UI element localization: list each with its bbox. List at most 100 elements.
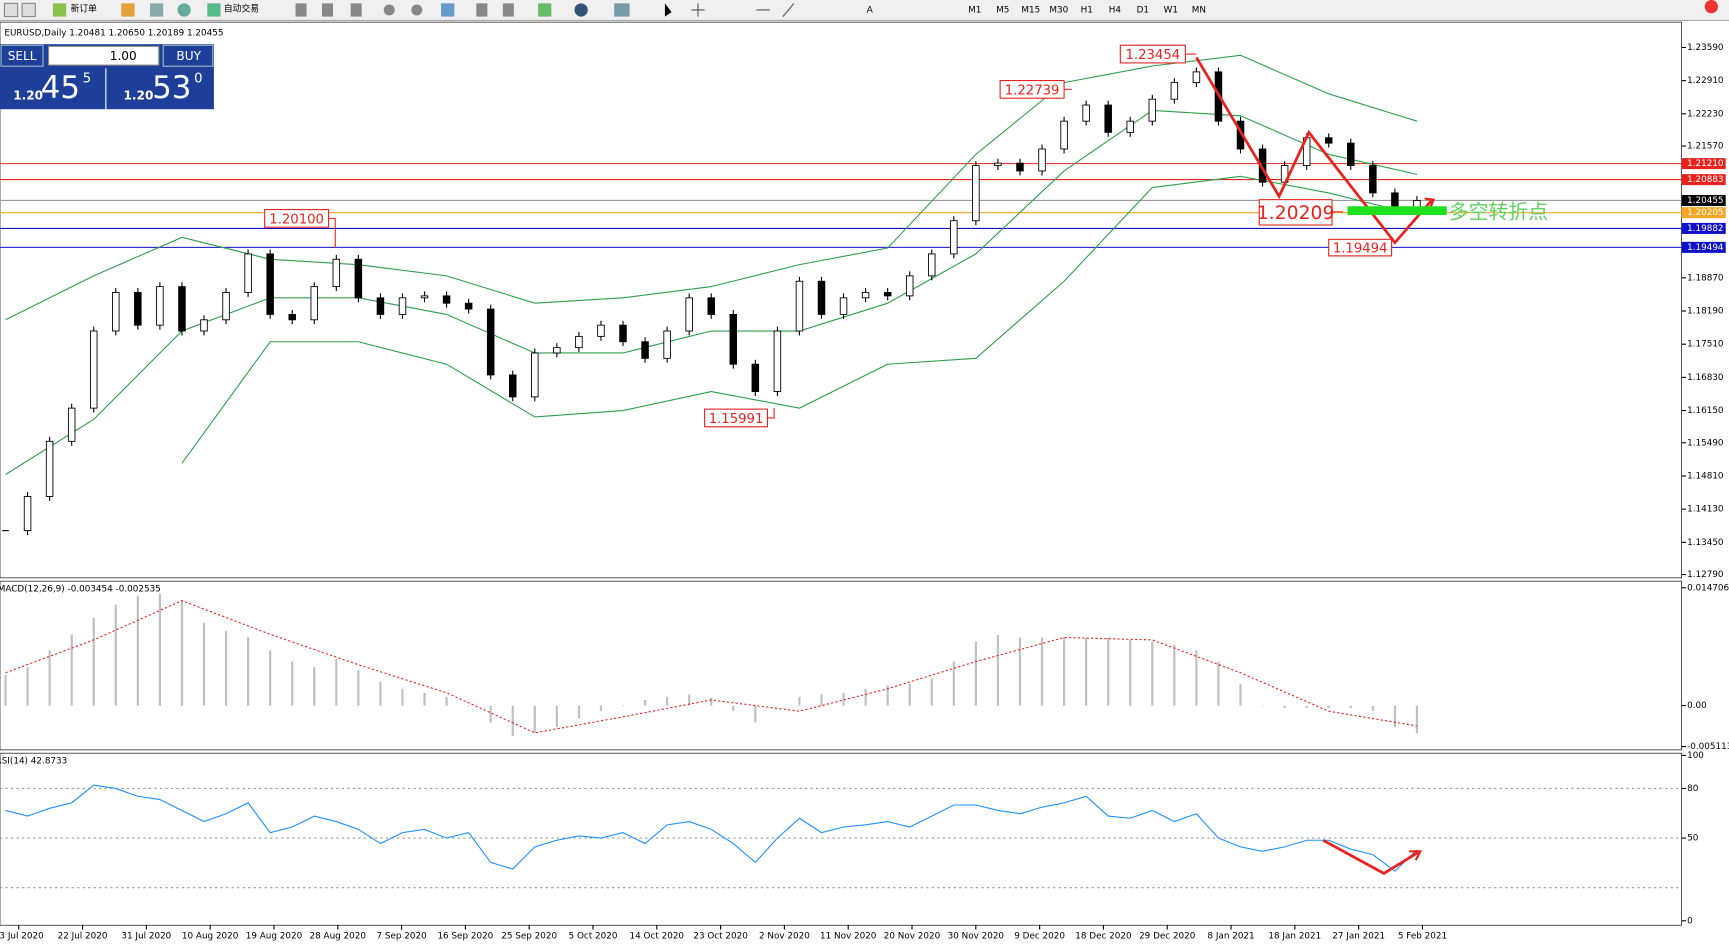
candle-body bbox=[508, 374, 517, 398]
bollinger-band bbox=[5, 109, 1418, 475]
tool-icon[interactable] bbox=[295, 3, 307, 17]
lots-input[interactable] bbox=[47, 45, 160, 66]
candle-body bbox=[156, 286, 164, 326]
x-tick-label: 5 Feb 2021 bbox=[1398, 932, 1447, 942]
candle-body bbox=[729, 313, 738, 365]
candle-body bbox=[23, 496, 32, 532]
macd-bar bbox=[26, 667, 29, 706]
timeframes: M1 M5 M15 M30 H1 H4 D1 W1 MN bbox=[968, 5, 1206, 15]
candle-body bbox=[1104, 104, 1112, 133]
candle-body bbox=[112, 292, 120, 332]
alert-badge[interactable] bbox=[1704, 0, 1718, 14]
toolbar-icon[interactable] bbox=[121, 3, 135, 17]
macd-bar bbox=[1151, 641, 1154, 706]
bid-frac: 5 bbox=[83, 71, 91, 86]
macd-bar bbox=[202, 623, 206, 706]
tool-icon[interactable] bbox=[502, 3, 514, 17]
timeframe-button[interactable]: H1 bbox=[1081, 5, 1093, 15]
toolbar-icon[interactable] bbox=[21, 2, 36, 18]
timeframe-button[interactable]: M5 bbox=[996, 5, 1009, 15]
x-tick-label: 18 Dec 2020 bbox=[1075, 932, 1132, 942]
zoom-in[interactable] bbox=[383, 4, 395, 16]
text-tool[interactable]: A bbox=[867, 5, 873, 15]
price-level-box bbox=[1681, 194, 1726, 206]
annotation-box bbox=[1328, 238, 1393, 257]
candle-body bbox=[928, 253, 936, 277]
toolbar-icon[interactable] bbox=[177, 3, 191, 17]
candle-body bbox=[575, 335, 583, 349]
candle-body bbox=[266, 253, 274, 315]
timeframe-button[interactable]: MN bbox=[1192, 5, 1206, 15]
price-level-box bbox=[1681, 174, 1726, 186]
periods[interactable] bbox=[574, 3, 588, 17]
candle-body bbox=[1192, 71, 1201, 84]
candle-body bbox=[795, 280, 804, 332]
tool-icon[interactable] bbox=[321, 3, 334, 17]
macd-bar bbox=[820, 694, 823, 706]
candle-body bbox=[1126, 120, 1134, 133]
timeframe-button[interactable]: M15 bbox=[1021, 5, 1040, 15]
candle-body bbox=[751, 363, 760, 392]
candle-body bbox=[442, 295, 451, 304]
timeframe-button[interactable]: H4 bbox=[1109, 5, 1122, 15]
timeframe-button[interactable]: D1 bbox=[1137, 5, 1149, 15]
x-tick-label: 28 Aug 2020 bbox=[310, 932, 367, 942]
macd-bar bbox=[357, 670, 360, 706]
new-order-button[interactable]: 新订单 bbox=[71, 2, 98, 14]
price-level-label: 1.20455 bbox=[1687, 196, 1723, 206]
candle-body bbox=[222, 292, 230, 321]
templates[interactable] bbox=[614, 3, 630, 17]
tool-icon[interactable] bbox=[476, 3, 488, 17]
bid-main: 45 bbox=[41, 70, 80, 106]
toolbar-icon[interactable] bbox=[3, 2, 19, 18]
macd-bar bbox=[269, 650, 272, 706]
timeframe-button[interactable]: M30 bbox=[1049, 5, 1068, 15]
sell-button[interactable] bbox=[0, 44, 44, 67]
price-level-box bbox=[1681, 241, 1726, 253]
line-tools[interactable] bbox=[691, 3, 795, 17]
macd-title: MACD(12,26,9) -0.003454 -0.002535 bbox=[0, 584, 161, 594]
macd-bar bbox=[1349, 705, 1352, 709]
tile[interactable] bbox=[441, 3, 455, 17]
candle-body bbox=[1347, 142, 1355, 167]
buy-button[interactable] bbox=[162, 44, 214, 67]
timeframe-button[interactable]: M1 bbox=[968, 5, 981, 15]
x-tick-label: 20 Nov 2020 bbox=[884, 932, 941, 942]
macd-bar bbox=[842, 692, 845, 706]
candle-body bbox=[376, 297, 385, 315]
candle-body bbox=[905, 275, 914, 297]
zoom-out[interactable] bbox=[411, 4, 423, 16]
annotations: 1.23454 1.22739 1.20100 1.15991 1.20209 1.194… bbox=[264, 44, 1548, 428]
pivot-bar bbox=[1347, 206, 1447, 216]
tool-icon[interactable] bbox=[350, 3, 362, 17]
candle-body bbox=[398, 297, 407, 315]
y-tick-label: 1.22230 bbox=[1687, 109, 1724, 119]
x-tick-label: 16 Sep 2020 bbox=[437, 932, 493, 942]
indicators[interactable] bbox=[538, 3, 552, 17]
ask-frac: 0 bbox=[194, 71, 202, 86]
macd-bar bbox=[1062, 637, 1066, 706]
candle-body bbox=[420, 295, 429, 299]
toolbar-icon[interactable] bbox=[149, 3, 164, 17]
cursor-tool[interactable] bbox=[664, 3, 672, 17]
macd-bar bbox=[335, 659, 338, 706]
macd-bar bbox=[577, 705, 581, 719]
macd-bar bbox=[1327, 705, 1330, 709]
candle-body bbox=[89, 330, 98, 409]
macd-bar bbox=[930, 678, 933, 706]
auto-trade-icon[interactable] bbox=[207, 3, 221, 17]
annotation-connectors bbox=[328, 53, 1393, 419]
y-tick-label: 0 bbox=[1687, 916, 1693, 926]
auto-trade-button[interactable]: 自动交易 bbox=[224, 2, 259, 14]
timeframe-button[interactable]: W1 bbox=[1164, 5, 1178, 15]
y-tick-label: 1.15490 bbox=[1687, 438, 1724, 448]
candle-body bbox=[817, 280, 826, 315]
annotation-label: 1.19494 bbox=[1333, 242, 1388, 257]
y-tick-label: 50 bbox=[1687, 834, 1699, 844]
new-order-icon[interactable] bbox=[52, 3, 67, 17]
macd-pane bbox=[0, 580, 1682, 751]
macd-bar bbox=[423, 692, 426, 706]
candle-body bbox=[178, 286, 186, 332]
annotation-box bbox=[1258, 199, 1333, 226]
price-level-box bbox=[1681, 158, 1726, 170]
